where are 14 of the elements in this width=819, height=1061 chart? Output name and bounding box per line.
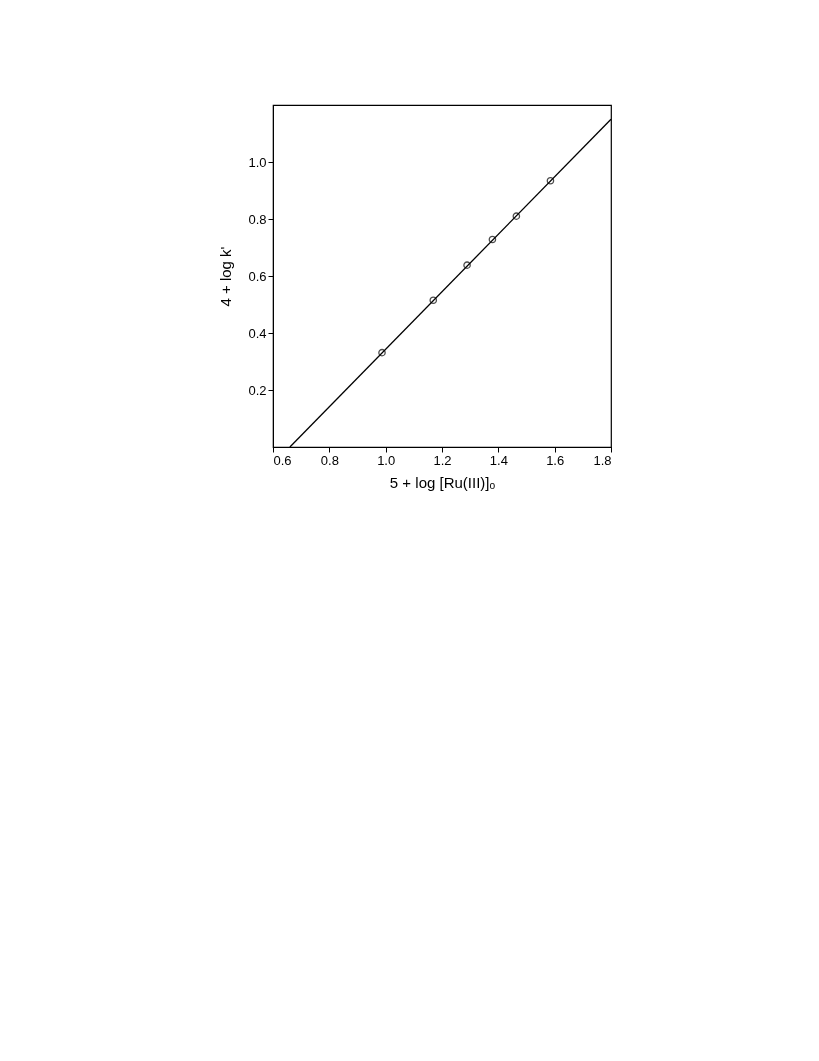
x-tick-label: 1.8 [593, 452, 612, 468]
x-tick-label: 1.6 [546, 452, 565, 468]
y-tick-label: 0.8 [248, 211, 267, 227]
y-tick-label: 0.4 [248, 325, 267, 341]
y-tick-label: 0.6 [248, 268, 267, 284]
x-tick-label: 1.4 [489, 452, 508, 468]
x-tick-label: 1.0 [377, 452, 396, 468]
x-tick-label: 1.2 [433, 452, 452, 468]
y-tick-label: 0.2 [248, 382, 267, 398]
x-tick-label: 0.6 [273, 452, 292, 468]
y-axis-title: 4 + log k' [217, 246, 235, 307]
x-axis-title: 5 + log [Ru(III)]ₒ [389, 473, 496, 491]
x-tick-label: 0.8 [320, 452, 339, 468]
y-tick-label: 1.0 [248, 154, 267, 170]
